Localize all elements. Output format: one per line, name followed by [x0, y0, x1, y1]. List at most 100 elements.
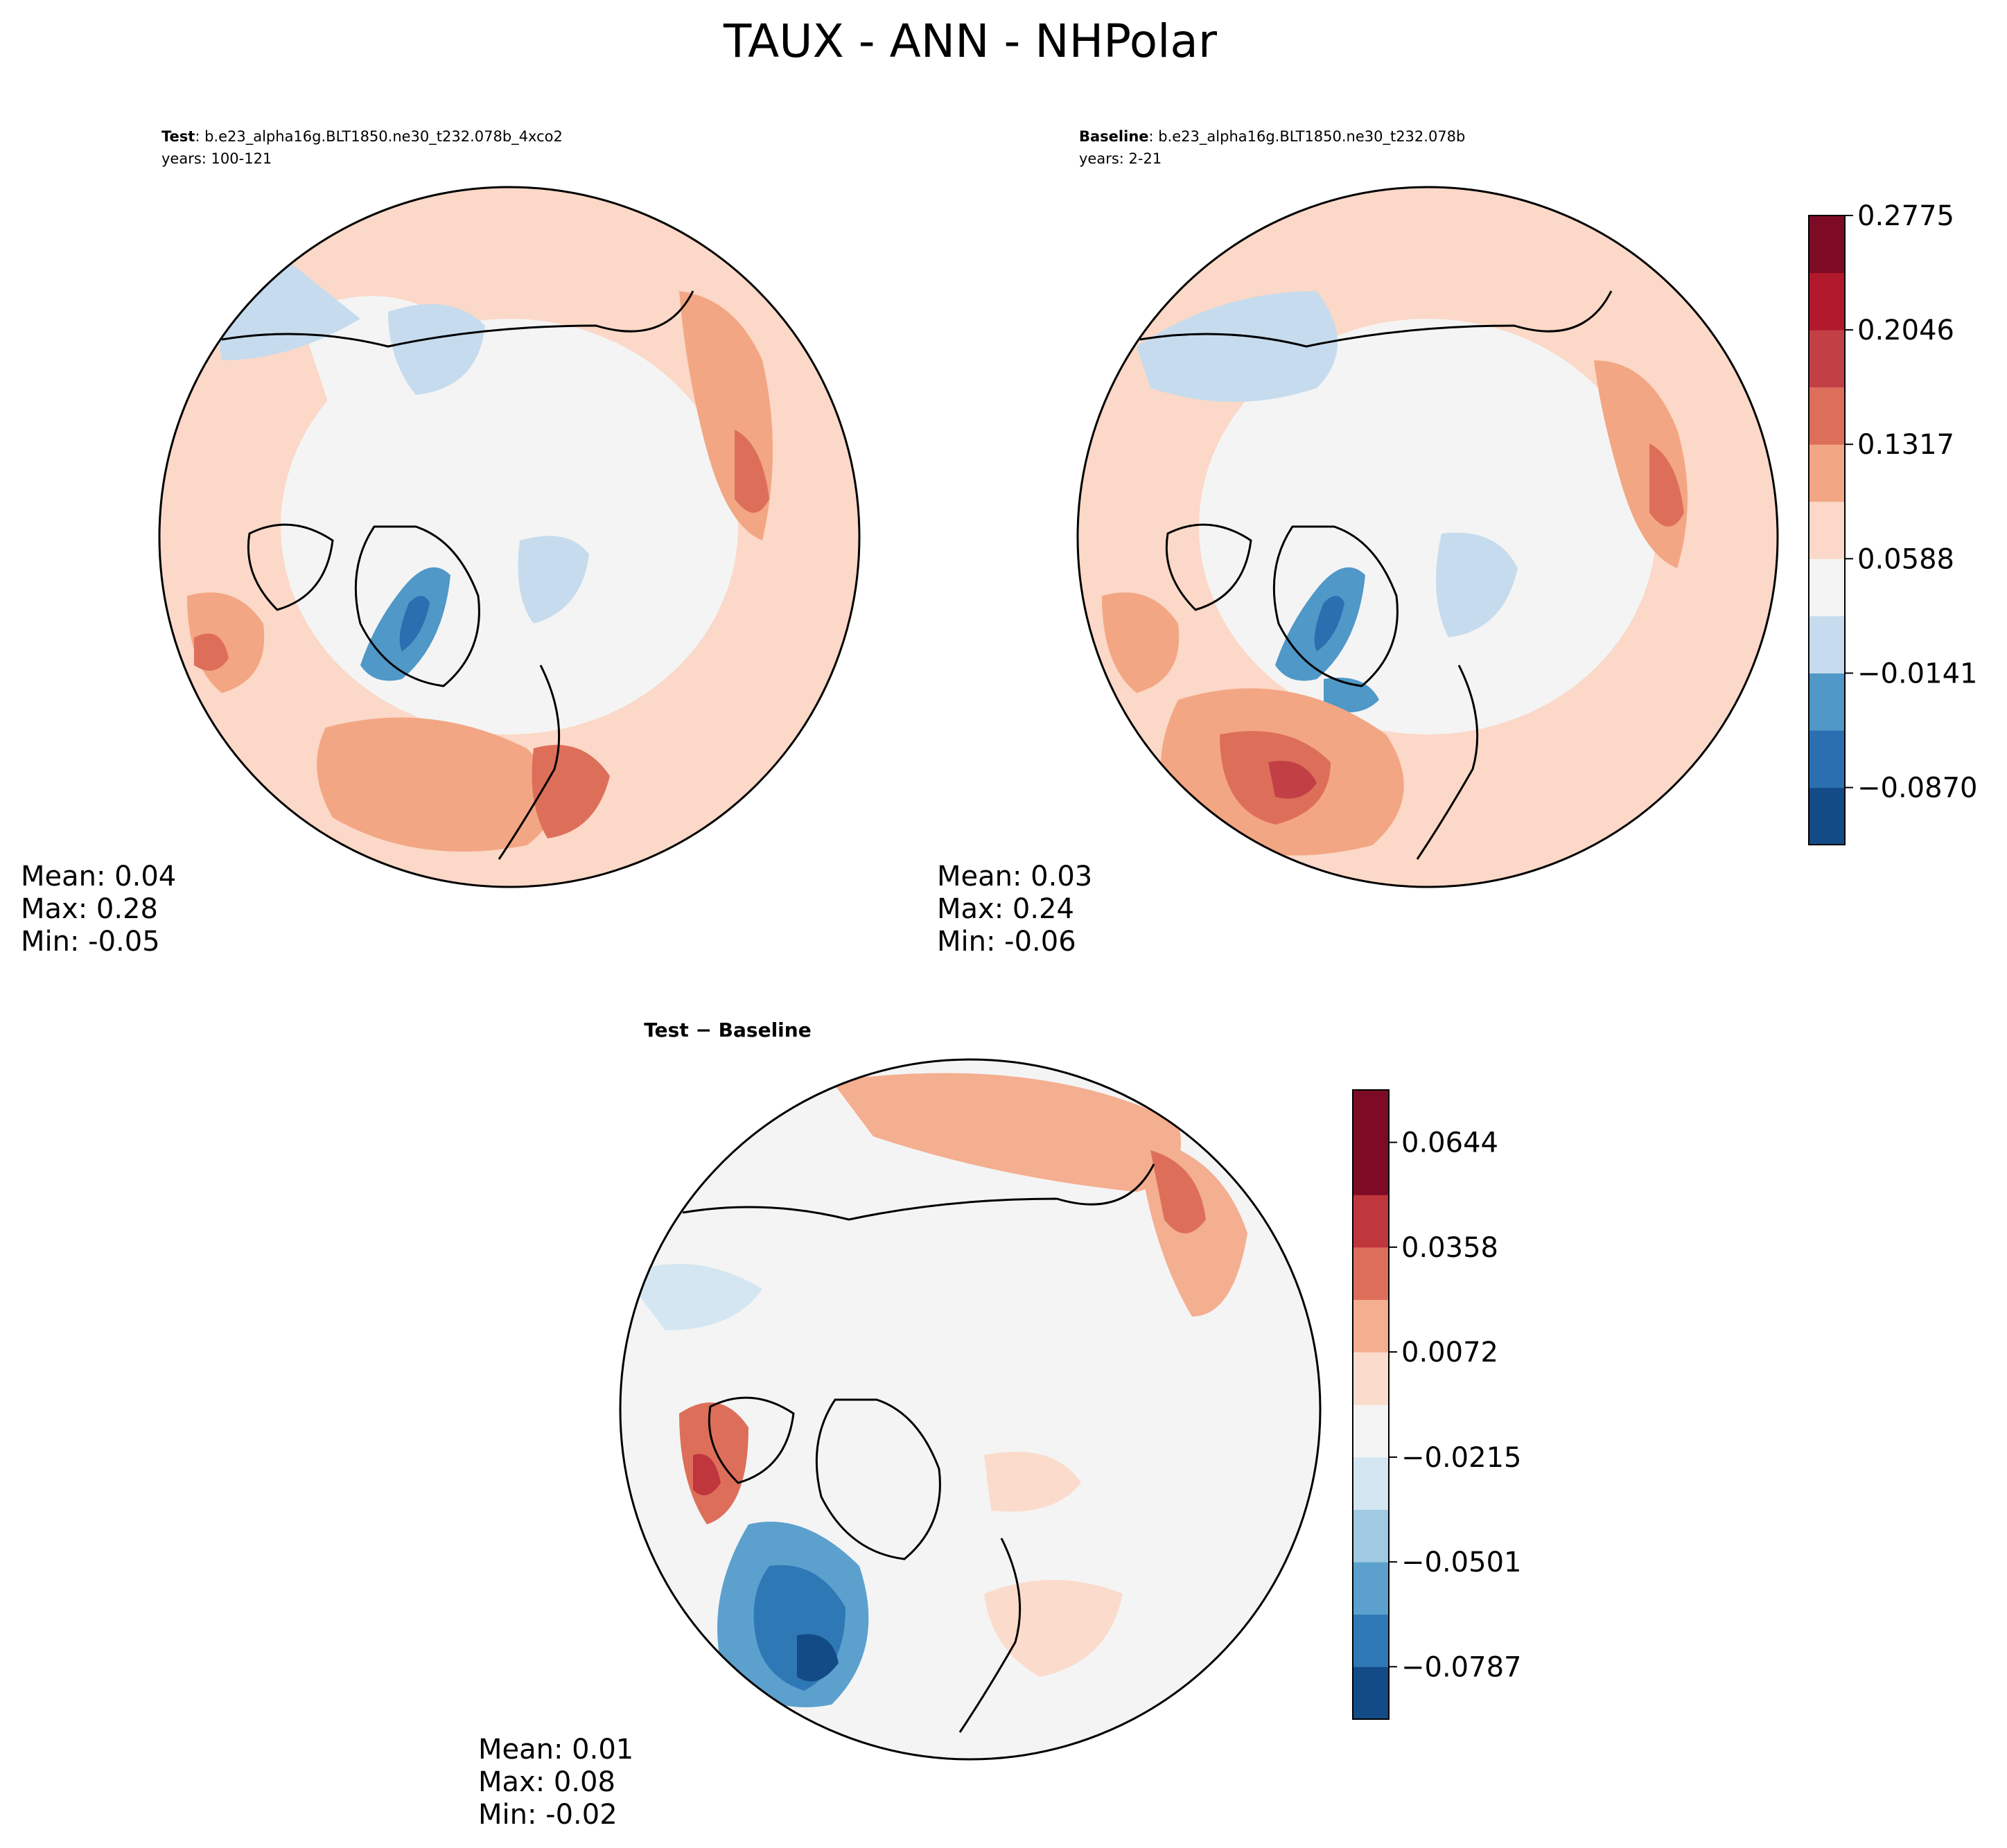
difference-map [620, 1059, 1320, 1759]
test-field-positive-b [735, 430, 769, 513]
svg-text:Baseline: b.e23_alpha16g.BLT18: Baseline: b.e23_alpha16g.BLT1850.ne30_t2… [1079, 128, 1465, 146]
diff-field-positive-a [832, 1073, 1181, 1192]
diff-field-positive-f [984, 1452, 1081, 1512]
colorbar-test-baseline-swatch [1809, 330, 1845, 388]
diff-coastline-eurasia [682, 1163, 1155, 1221]
baseline-field-positive-f [1102, 592, 1180, 693]
colorbar-difference-tick-label: 0.0072 [1401, 1337, 1498, 1369]
test-years: years: 100-121 [161, 150, 272, 167]
colorbar-test-baseline-swatch [1809, 558, 1845, 617]
colorbar-difference-swatch [1353, 1562, 1389, 1615]
baseline-field-positive-b [1649, 443, 1684, 527]
test-field-positive-f [532, 745, 610, 838]
colorbar-test-baseline-tick-label: 0.2046 [1857, 315, 1954, 346]
test-label-rest: : b.e23_alpha16g.BLT1850.ne30_t232.078b_… [195, 128, 563, 146]
colorbar-difference-swatch [1353, 1142, 1389, 1195]
colorbar-difference-tick-label: 0.0644 [1401, 1127, 1498, 1159]
colorbar-difference-tick-label: 0.0358 [1401, 1232, 1498, 1264]
colorbar-difference-tick-label: −0.0215 [1401, 1442, 1521, 1474]
colorbar-test-baseline-tick-label: 0.1317 [1857, 429, 1954, 461]
colorbar-difference-swatch [1353, 1299, 1389, 1353]
colorbar-difference-tick-label: −0.0787 [1401, 1651, 1521, 1683]
baseline-years: years: 2-21 [1079, 150, 1162, 167]
test-coastline-scandinavia [498, 665, 561, 860]
baseline-coastline-arctic-archipelago [1165, 523, 1252, 611]
diff-coastline-scandinavia [958, 1538, 1022, 1733]
colorbar-difference-swatch [1353, 1352, 1389, 1405]
panel-baseline: Baseline: b.e23_alpha16g.BLT1850.ne30_t2… [937, 128, 1779, 958]
diff-stat-min: Min: -0.02 [478, 1799, 617, 1831]
test-map-boundary [158, 186, 861, 888]
baseline-field-negative-c [1436, 532, 1518, 637]
test-coastline-greenland [354, 525, 480, 687]
colorbar-test-baseline-swatch [1809, 730, 1845, 789]
colorbar-test-baseline-frame [1808, 215, 1846, 845]
test-field-negative-d [518, 536, 589, 624]
colorbar-test-baseline-swatch [1809, 387, 1845, 445]
colorbar-difference-swatch [1353, 1090, 1389, 1143]
baseline-stat-mean: Mean: 0.03 [937, 861, 1092, 892]
test-field-negative-core [399, 596, 430, 651]
colorbar-difference: −0.0787 −0.0501 −0.0215 0.0072 0.0358 0.0644 [1352, 1089, 1521, 1720]
colorbar-test-baseline: −0.0870 −0.0141 0.0588 0.1317 0.2046 0.2775 [1808, 200, 1977, 845]
baseline-coastline-greenland [1272, 525, 1399, 687]
baseline-map [1078, 187, 1778, 887]
baseline-field-negative-a [1137, 291, 1338, 402]
baseline-coastline-scandinavia [1416, 665, 1479, 860]
panel-test: Test: b.e23_alpha16g.BLT1850.ne30_t232.0… [21, 128, 861, 958]
colorbar-difference-swatch [1353, 1457, 1389, 1511]
test-stat-max: Max: 0.28 [21, 893, 158, 925]
colorbar-test-baseline-tick-label: −0.0141 [1857, 658, 1977, 689]
svg-text:Test: b.e23_alpha16g.BLT1850.n: Test: b.e23_alpha16g.BLT1850.ne30_t232.0… [161, 128, 563, 146]
test-coastline-arctic-archipelago [247, 523, 334, 611]
test-stat-mean: Mean: 0.04 [21, 861, 176, 892]
test-coastline-eurasia [221, 290, 694, 348]
diff-field-positive-e [693, 1454, 721, 1495]
colorbar-test-baseline-tick-label: −0.0870 [1857, 773, 1977, 804]
figure-title: TAUX - ANN - NHPolar [723, 15, 1218, 68]
test-stat-min: Min: -0.05 [21, 926, 160, 958]
diff-stat-mean: Mean: 0.01 [478, 1734, 633, 1766]
baseline-field-negative-core [1314, 596, 1344, 651]
colorbar-test-baseline-swatch [1809, 501, 1845, 559]
diff-field-positive-c [1150, 1150, 1206, 1233]
colorbar-difference-swatch [1353, 1509, 1389, 1563]
difference-title: Test − Baseline [644, 1019, 811, 1041]
colorbar-test-baseline-swatch [1809, 673, 1845, 731]
colorbar-test-baseline-swatch [1809, 444, 1845, 502]
colorbar-difference-swatch [1353, 1247, 1389, 1300]
colorbar-test-baseline-tick-label: 0.0588 [1857, 543, 1954, 575]
test-field-negative-b [388, 303, 485, 395]
diff-field-negative-a [624, 1264, 762, 1330]
baseline-stat-max: Max: 0.24 [937, 893, 1074, 925]
colorbar-difference-tick-label: −0.0501 [1401, 1547, 1521, 1578]
colorbar-difference-swatch [1353, 1195, 1389, 1248]
baseline-field-negative-d [1324, 678, 1379, 712]
panel-difference: Test − Baseline Mean: 0.01 Max: 0.08 Min… [478, 1019, 1322, 1831]
baseline-map-boundary [1076, 186, 1779, 888]
diff-field-negative-core [797, 1634, 839, 1682]
diff-stat-max: Max: 0.08 [478, 1766, 615, 1798]
test-field-positive-c [317, 717, 554, 852]
colorbar-difference-swatch [1353, 1405, 1389, 1458]
baseline-label-rest: : b.e23_alpha16g.BLT1850.ne30_t232.078b [1149, 128, 1466, 146]
test-label-bold: Test [161, 128, 195, 145]
diff-field-positive-g [984, 1580, 1123, 1677]
colorbar-test-baseline-swatch [1809, 215, 1845, 273]
baseline-field-positive-e [1268, 761, 1317, 799]
difference-map-boundary [619, 1058, 1322, 1761]
colorbar-difference-swatch [1353, 1666, 1389, 1720]
colorbar-test-baseline-swatch [1809, 272, 1845, 331]
diff-coastline-arctic-archipelago [708, 1396, 795, 1484]
colorbar-difference-frame [1352, 1089, 1390, 1720]
colorbar-test-baseline-tick-label: 0.2775 [1857, 200, 1954, 232]
baseline-coastline-eurasia [1139, 290, 1613, 348]
baseline-label-bold: Baseline [1079, 128, 1149, 145]
diff-coastline-greenland [815, 1398, 941, 1560]
test-field-positive-e [194, 633, 229, 671]
baseline-stat-min: Min: -0.06 [937, 926, 1076, 958]
colorbar-test-baseline-swatch [1809, 787, 1845, 845]
colorbar-difference-swatch [1353, 1614, 1389, 1667]
colorbar-test-baseline-swatch [1809, 615, 1845, 674]
